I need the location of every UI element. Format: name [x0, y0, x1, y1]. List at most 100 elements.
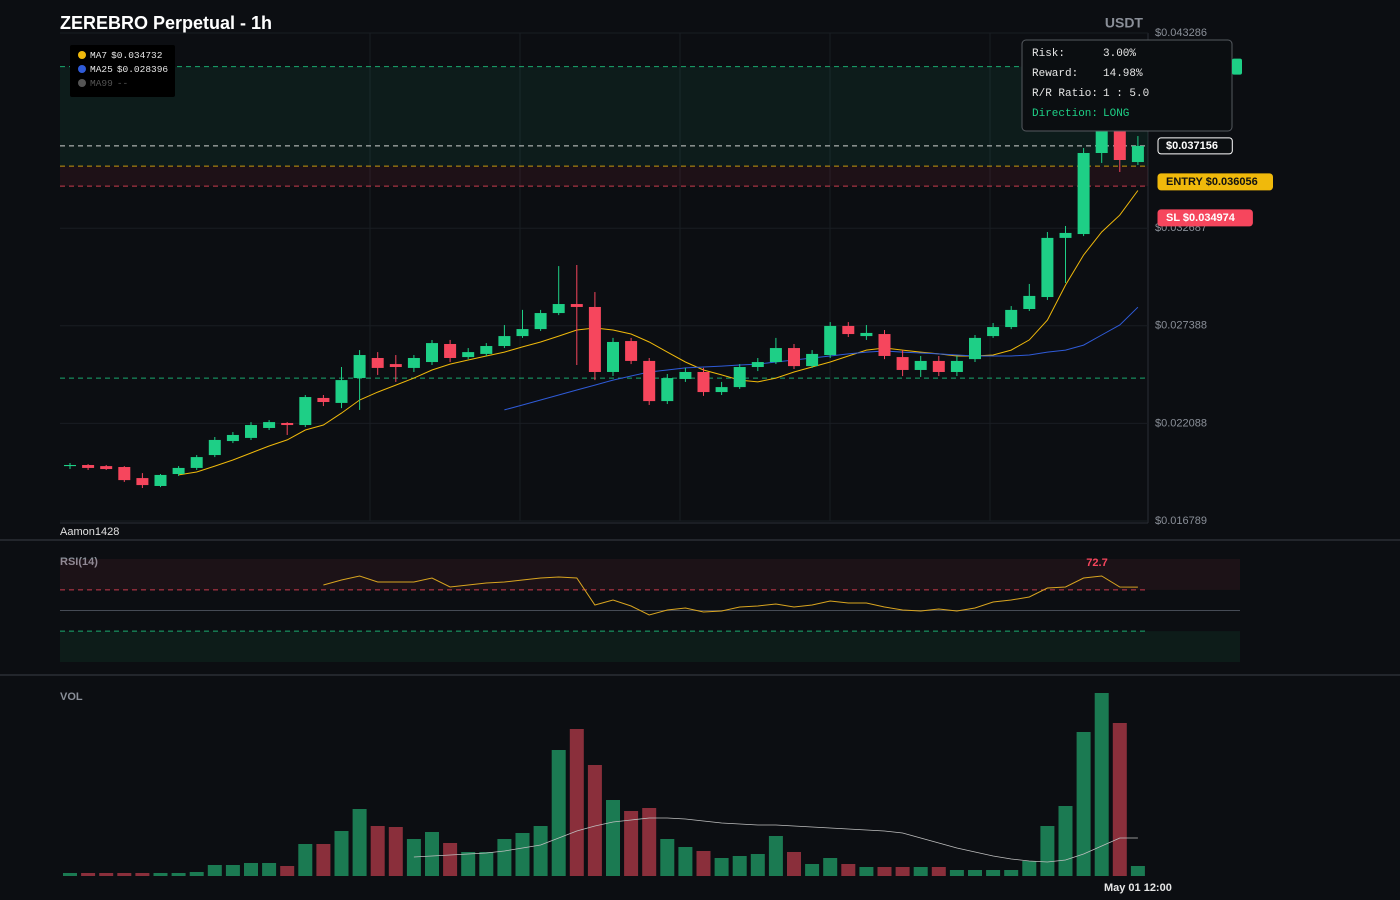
watermark: Aamon1428 [60, 526, 119, 538]
legend-entry: MA7 $0.034732 [90, 50, 163, 61]
legend-box [70, 45, 175, 97]
candle-body [643, 360, 656, 402]
volume-bar [225, 865, 240, 876]
volume-bar [877, 867, 892, 876]
candle-body [444, 343, 457, 358]
volume-bar [1112, 723, 1127, 876]
level-tag [1157, 173, 1273, 191]
candle-body [516, 329, 529, 337]
candle-body [299, 397, 312, 426]
panel-title: RSI(14) [60, 556, 98, 568]
candle-body [788, 348, 800, 367]
candle-body [697, 371, 710, 393]
candle-body [154, 474, 167, 486]
volume-bar [949, 870, 964, 876]
candle-body [480, 346, 493, 354]
candle-body [1005, 309, 1018, 328]
volume-bar [895, 867, 910, 876]
volume-bar [1004, 870, 1019, 876]
volume-bar [171, 873, 186, 876]
volume-bar [805, 864, 820, 876]
tooltip-value: 1 : 5.0 [1103, 88, 1149, 100]
volume-bar [931, 867, 946, 876]
volume-bar [316, 844, 331, 876]
volume-bar [352, 809, 367, 876]
candle-body [190, 457, 203, 468]
candle-body [1059, 232, 1072, 238]
volume-bar [533, 826, 548, 876]
oversold-band [60, 631, 1240, 662]
candle-body [407, 357, 420, 368]
y-tick-label: $0.016789 [1155, 515, 1207, 527]
rsi-value-label: 72.7 [1086, 557, 1107, 569]
candle-body [607, 341, 619, 372]
candle-body [208, 439, 221, 456]
candle-body [353, 355, 366, 379]
zone [60, 166, 1148, 187]
volume-bar [696, 851, 711, 876]
risk-tooltip: Risk: 3.00% Reward: 14.98% R/R Ratio: 1 : 5.0… [1021, 39, 1233, 132]
candle-body [914, 360, 927, 370]
volume-bar [406, 839, 421, 876]
overbought-band [60, 559, 1240, 590]
legend-name: MA25 [90, 64, 113, 75]
volume-bar [153, 873, 168, 876]
legend-name: MA7 [90, 50, 107, 61]
candle-body [661, 378, 674, 402]
legend-swatch [78, 79, 86, 87]
y-tick-label: $0.027388 [1155, 320, 1207, 332]
volume-bar [986, 870, 1001, 876]
tooltip-value: 14.98% [1103, 68, 1143, 80]
volume-bar [1094, 693, 1109, 876]
candle-body [172, 467, 185, 475]
volume-bar [859, 867, 874, 876]
candle-body [263, 422, 276, 428]
volume-bar [551, 750, 566, 876]
volume-bar [678, 847, 693, 876]
volume-bar [1058, 806, 1073, 876]
volume-bar [189, 872, 204, 876]
candle-body [335, 380, 348, 403]
candle-body [588, 306, 601, 372]
candle-body [226, 434, 239, 442]
volume-bar [280, 866, 295, 876]
tooltip-label: Reward: [1032, 68, 1078, 80]
volume-bar [1022, 861, 1037, 876]
tooltip-label: R/R Ratio: [1032, 88, 1098, 100]
candle-body [950, 360, 963, 372]
volume-bar [63, 873, 77, 876]
legend-name: MA99 [90, 78, 113, 89]
y-tick-label: $0.022088 [1155, 417, 1207, 429]
volume-bar [425, 832, 439, 876]
candle-body [932, 360, 945, 372]
volume-bar [968, 870, 982, 876]
candle-body [1131, 145, 1144, 163]
volume-bar [1040, 826, 1055, 876]
tooltip-value: 3.00% [1103, 48, 1136, 60]
candle-body [1041, 237, 1054, 298]
volume-bar [1130, 866, 1145, 876]
candle-body [389, 364, 402, 368]
candle-body [733, 367, 746, 388]
volume-bar [606, 800, 620, 876]
candle-body [824, 325, 837, 356]
volume-bar [81, 873, 96, 876]
candle-body [552, 304, 565, 314]
volume-bar [841, 864, 856, 876]
candle-body [842, 325, 855, 335]
candle-body [751, 362, 764, 368]
zone [60, 66, 1148, 167]
tooltip-value: LONG [1103, 108, 1129, 120]
volume-ma [413, 817, 1138, 863]
y-tick-label: $0.043286 [1155, 27, 1207, 39]
volume-bar [99, 873, 114, 876]
candle-body [462, 352, 475, 358]
level-tag [1157, 209, 1253, 227]
volume-bar [823, 858, 838, 876]
candle-body [878, 334, 891, 356]
candle-body [281, 423, 294, 426]
candle-body [1113, 129, 1126, 161]
candle-body [896, 357, 909, 370]
